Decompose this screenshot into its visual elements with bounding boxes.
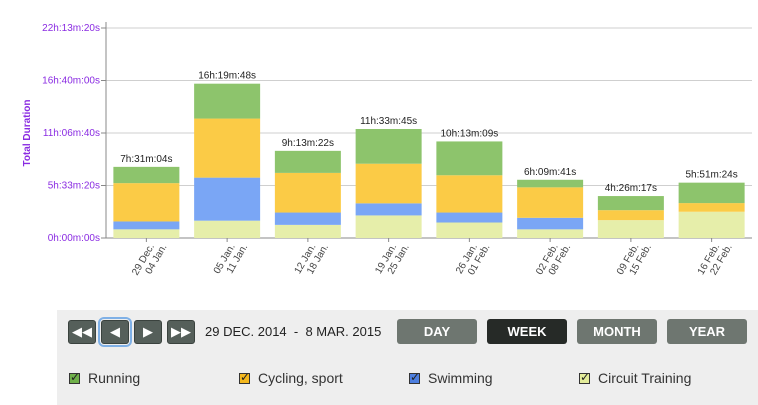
double-right-arrow-icon: ▶▶ bbox=[171, 325, 191, 340]
legend-item-running[interactable]: Running bbox=[69, 370, 140, 386]
bar-segment bbox=[194, 118, 261, 178]
bar-segment bbox=[517, 229, 584, 238]
year-button[interactable]: YEAR bbox=[667, 319, 747, 344]
x-tick-label: 09 Feb.15 Feb. bbox=[615, 237, 654, 283]
x-tick-label: 05 Jan.11 Jan. bbox=[212, 237, 250, 282]
legend-label: Cycling, sport bbox=[258, 370, 343, 386]
bar-segment bbox=[194, 220, 261, 238]
bar-total-label: 9h:13m:22s bbox=[282, 138, 334, 149]
y-tick-label: 5h:33m:20s bbox=[48, 181, 100, 192]
month-button[interactable]: MONTH bbox=[577, 319, 657, 344]
bar-segment bbox=[194, 177, 261, 221]
bar-total-label: 11h:33m:45s bbox=[360, 116, 417, 127]
bar-segment bbox=[678, 182, 745, 204]
bar-segment bbox=[436, 212, 503, 223]
duration-bar-chart: 0h:00m:00s 5h:33m:20s 11h:06m:40s 16h:40m:0… bbox=[22, 22, 752, 283]
right-arrow-icon: ▶ bbox=[143, 325, 153, 340]
bar-total-label: 7h:31m:04s bbox=[120, 154, 172, 165]
bar-segment bbox=[194, 83, 261, 119]
bar-segment bbox=[113, 229, 180, 238]
checkbox-icon[interactable] bbox=[239, 370, 250, 384]
y-tick-label: 22h:13m:20s bbox=[42, 23, 100, 34]
first-page-button[interactable]: ◀◀ bbox=[68, 320, 96, 344]
last-page-button[interactable]: ▶▶ bbox=[167, 320, 195, 344]
bar-total-label: 6h:09m:41s bbox=[524, 167, 576, 178]
bar-segment bbox=[274, 150, 341, 173]
y-axis-title: Total Duration bbox=[22, 99, 33, 166]
x-tick-label: 02 Feb.08 Feb. bbox=[534, 237, 573, 283]
bar-segment bbox=[113, 221, 180, 230]
bar-segment bbox=[355, 163, 422, 204]
bar-segment bbox=[113, 183, 180, 222]
x-tick-label: 12 Jan.18 Jan. bbox=[293, 237, 331, 282]
x-tick-label: 16 Feb.22 Feb. bbox=[696, 237, 735, 283]
y-tick-label: 0h:00m:00s bbox=[48, 233, 100, 244]
checkbox-icon[interactable] bbox=[409, 370, 420, 384]
bar-segment bbox=[355, 203, 422, 216]
legend-label: Circuit Training bbox=[598, 370, 692, 386]
bar-segment bbox=[274, 224, 341, 238]
chart-area: 0h:00m:00s 5h:33m:20s 11h:06m:40s 16h:40m:0… bbox=[22, 22, 752, 283]
x-tick-label: 29 Dec.04 Jan. bbox=[130, 237, 169, 283]
double-left-arrow-icon: ◀◀ bbox=[72, 325, 92, 340]
y-tick-label: 11h:06m:40s bbox=[43, 128, 100, 139]
week-button[interactable]: WEEK bbox=[487, 319, 567, 344]
bar-segment bbox=[517, 179, 584, 188]
bar-segment bbox=[517, 217, 584, 230]
x-tick-label: 19 Jan.25 Jan. bbox=[373, 237, 411, 282]
bar-segment bbox=[355, 215, 422, 238]
bar-total-label: 4h:26m:17s bbox=[605, 183, 657, 194]
bar-segment bbox=[678, 203, 745, 212]
bar-total-label: 16h:19m:48s bbox=[198, 71, 256, 82]
bar-segment bbox=[436, 141, 503, 176]
date-range: 29 DEC. 2014 - 8 MAR. 2015 bbox=[205, 324, 382, 339]
bar-segment bbox=[274, 212, 341, 225]
bar-segment bbox=[597, 210, 664, 221]
bar-segment bbox=[113, 166, 180, 184]
legend-item-swimming[interactable]: Swimming bbox=[409, 370, 493, 386]
bar-segment bbox=[597, 220, 664, 238]
checkbox-icon[interactable] bbox=[579, 370, 590, 384]
bar-segment bbox=[355, 128, 422, 164]
left-arrow-icon: ◀ bbox=[110, 325, 120, 340]
bar-segment bbox=[436, 222, 503, 238]
bar-total-label: 5h:51m:24s bbox=[685, 170, 737, 181]
bar-segment bbox=[436, 175, 503, 213]
legend-label: Swimming bbox=[428, 370, 493, 386]
bar-segment bbox=[517, 187, 584, 218]
bar-total-label: 10h:13m:09s bbox=[440, 128, 498, 139]
legend-item-cycling[interactable]: Cycling, sport bbox=[239, 370, 343, 386]
next-button[interactable]: ▶ bbox=[134, 320, 162, 344]
chart-controls: ◀◀ ◀ ▶ ▶▶ 29 DEC. 2014 - 8 MAR. 2015 DAY… bbox=[57, 310, 758, 405]
checkbox-icon[interactable] bbox=[69, 370, 80, 384]
x-tick-label: 26 Jan.01 Feb. bbox=[454, 237, 492, 282]
legend-item-circuit-training[interactable]: Circuit Training bbox=[579, 370, 691, 386]
previous-button[interactable]: ◀ bbox=[98, 317, 132, 347]
day-button[interactable]: DAY bbox=[397, 319, 477, 344]
y-tick-label: 16h:40m:00s bbox=[42, 76, 100, 87]
bar-segment bbox=[274, 172, 341, 213]
legend-label: Running bbox=[88, 370, 141, 386]
bar-segment bbox=[678, 211, 745, 238]
bar-segment bbox=[597, 196, 664, 211]
